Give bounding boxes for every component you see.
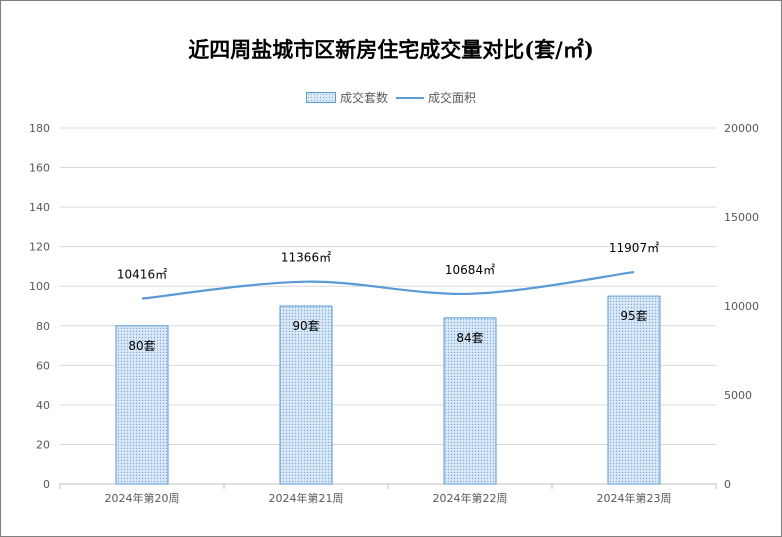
bars [115, 295, 661, 485]
data-labels: 80套 90套 84套 95套 10416㎡ 11366㎡ 10684㎡ 11907㎡ [117, 241, 659, 353]
y-left-tick-label: 160 [29, 162, 50, 175]
bar [279, 305, 333, 485]
line-data-label: 11366㎡ [281, 251, 331, 265]
y-left-tick-label: 180 [29, 122, 50, 135]
y-left-tick-label: 120 [29, 241, 50, 254]
y-right-tick-label: 10000 [724, 300, 759, 313]
bar [115, 325, 169, 485]
y-left-tick-label: 100 [29, 280, 50, 293]
legend-label-bar: 成交套数 [339, 91, 388, 105]
y-right-tick-label: 15000 [724, 211, 759, 224]
y-left-tick-label: 60 [36, 359, 50, 372]
y-left-tick-label: 80 [36, 320, 50, 333]
x-category-label: 2024年第21周 [269, 491, 344, 505]
y-right-tick-label: 5000 [724, 389, 752, 402]
x-category-label: 2024年第23周 [597, 491, 672, 505]
x-category-label: 2024年第20周 [105, 491, 180, 505]
line-series [141, 270, 635, 300]
y-left-tick-label: 40 [36, 399, 50, 412]
bar-data-label: 95套 [620, 309, 647, 323]
y-left-tick-label: 140 [29, 201, 50, 214]
bar [443, 317, 497, 485]
line-data-label: 10684㎡ [445, 263, 495, 277]
bar-data-label: 84套 [456, 331, 483, 345]
legend-swatch-line [396, 96, 424, 99]
axes: 0 20 40 60 80 100 120 140 160 180 0 5000 10000 15000 2… [29, 122, 759, 505]
gridlines [60, 127, 716, 445]
y-left-tick-label: 0 [43, 478, 50, 491]
line-path [141, 270, 635, 300]
bar-data-label: 90套 [292, 319, 319, 333]
legend-item-line: 成交面积 [396, 89, 476, 106]
bar [607, 295, 661, 485]
y-right-tick-label: 20000 [724, 122, 759, 135]
bar-data-label: 80套 [128, 339, 155, 353]
y-left-tick-label: 20 [36, 438, 50, 451]
chart-title: 近四周盐城市区新房住宅成交量对比(套/㎡) [188, 37, 594, 62]
line-data-label: 10416㎡ [117, 268, 167, 282]
legend-label-line: 成交面积 [428, 91, 477, 105]
chart-legend: 成交套数 成交面积 [0, 89, 782, 106]
y-right-tick-label: 0 [724, 478, 731, 491]
legend-swatch-bar [305, 92, 336, 103]
line-data-label: 11907㎡ [609, 241, 659, 255]
legend-item-bar: 成交套数 [305, 89, 388, 106]
x-category-label: 2024年第22周 [433, 491, 508, 505]
